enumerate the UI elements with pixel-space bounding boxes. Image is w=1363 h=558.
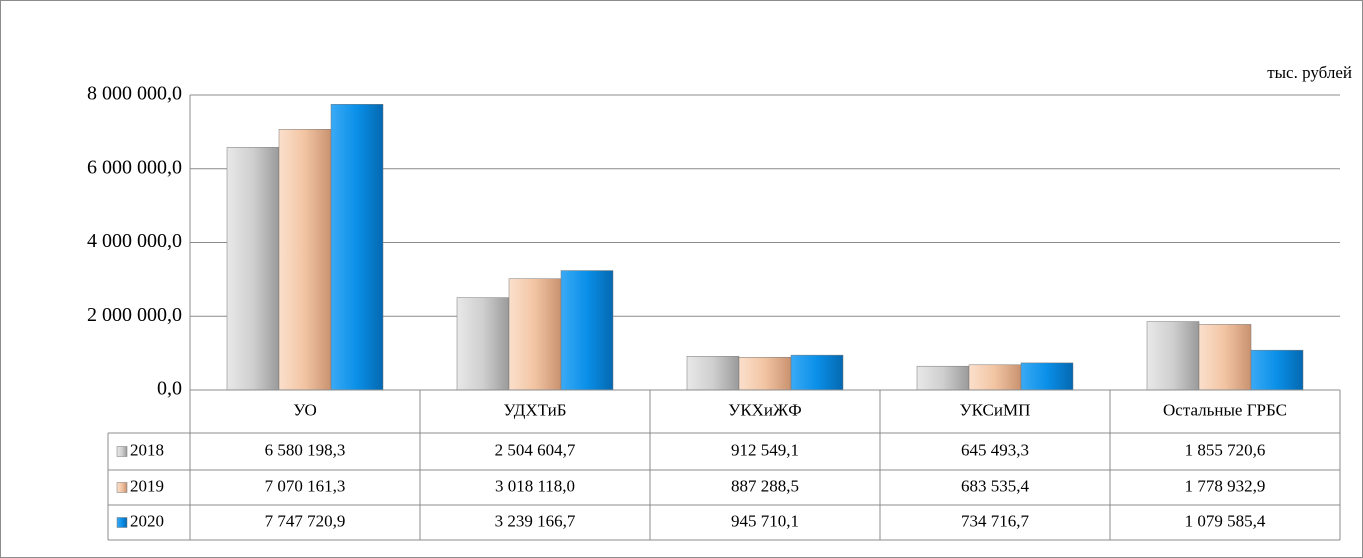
bar xyxy=(968,364,1022,391)
y-tick-label: 2 000 000,0 xyxy=(87,304,182,326)
table-value: 887 288,5 xyxy=(731,476,799,495)
table-value: 7 070 161,3 xyxy=(265,476,346,495)
bar xyxy=(1146,321,1200,391)
table-value: 7 747 720,9 xyxy=(265,511,346,530)
category-label: УКХиЖФ xyxy=(728,400,801,419)
table-value: 683 535,4 xyxy=(961,476,1030,495)
y-tick-label: 8 000 000,0 xyxy=(87,83,182,105)
table-value: 945 710,1 xyxy=(731,511,799,530)
y-tick-label: 0,0 xyxy=(157,378,182,400)
legend-swatch xyxy=(116,517,128,528)
bar xyxy=(1250,349,1304,391)
bar xyxy=(508,278,562,391)
category-label: Остальные ГРБС xyxy=(1163,400,1287,419)
legend-label: 2018 xyxy=(130,440,164,459)
bar xyxy=(1020,362,1074,391)
y-tick-label: 6 000 000,0 xyxy=(87,156,182,178)
bar xyxy=(1198,324,1252,391)
bar xyxy=(456,297,510,391)
category-label: УО xyxy=(293,400,316,419)
table-value: 1 778 932,9 xyxy=(1185,476,1266,495)
table-value: 3 239 166,7 xyxy=(495,511,576,530)
bar xyxy=(738,357,792,391)
bar xyxy=(330,104,384,391)
table-value: 2 504 604,7 xyxy=(495,440,576,459)
bar xyxy=(916,365,970,391)
table-value: 6 580 198,3 xyxy=(265,440,346,459)
legend-swatch xyxy=(116,446,128,457)
table-value: 3 018 118,0 xyxy=(495,476,575,495)
table-value: 1 855 720,6 xyxy=(1185,440,1266,459)
table-value: 912 549,1 xyxy=(731,440,799,459)
category-label: УКСиМП xyxy=(960,400,1031,419)
legend-label: 2020 xyxy=(130,511,164,530)
bar xyxy=(560,270,614,391)
table-value: 734 716,7 xyxy=(961,511,1030,530)
bar xyxy=(686,356,740,391)
legend-swatch xyxy=(116,482,128,493)
table-value: 645 493,3 xyxy=(961,440,1029,459)
bar xyxy=(278,129,332,391)
bar xyxy=(790,354,844,391)
category-label: УДХТиБ xyxy=(503,400,566,419)
bar xyxy=(226,147,280,391)
table-value: 1 079 585,4 xyxy=(1185,511,1266,530)
unit-label: тыс. рублей xyxy=(1267,63,1352,82)
legend-label: 2019 xyxy=(130,476,164,495)
y-tick-label: 4 000 000,0 xyxy=(87,230,182,252)
